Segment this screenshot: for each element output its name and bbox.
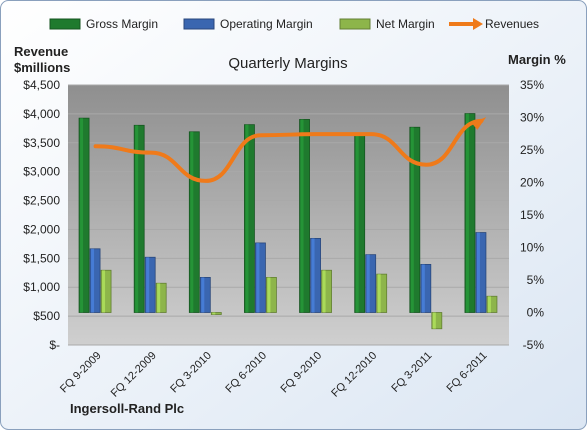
bar-highlight — [465, 113, 469, 313]
bar-highlight — [91, 248, 95, 313]
legend-label: Gross Margin — [86, 17, 158, 31]
bar-highlight — [146, 257, 150, 313]
bar-gross-margin — [244, 124, 255, 313]
y-left-label-line2: $millions — [14, 60, 70, 75]
legend-swatch-net-margin — [339, 18, 371, 30]
bar-highlight — [377, 274, 381, 313]
right-tick-label: 5% — [527, 273, 545, 287]
bar-net-margin — [100, 269, 112, 313]
bar-highlight — [80, 118, 84, 313]
left-tick-label: $1,500 — [23, 251, 60, 265]
left-axis-ticks: $- $500 $1,000 $1,500 $2,000 $2,500 $3,000 $3,5… — [23, 78, 60, 352]
left-tick-label: $2,500 — [23, 194, 60, 208]
bar-gross-margin — [188, 131, 200, 313]
left-tick-label: $- — [49, 338, 60, 352]
bar-series — [78, 113, 498, 330]
legend-label: Revenues — [485, 17, 539, 31]
left-tick-label: $1,000 — [23, 280, 60, 294]
legend-swatch-gross-margin — [49, 18, 81, 30]
bar-highlight — [311, 238, 315, 313]
bar-highlight — [322, 270, 326, 313]
right-tick-label: 0% — [527, 306, 545, 320]
revenue-line — [93, 118, 484, 183]
bar-gross-margin — [409, 126, 421, 313]
bar-highlight — [190, 131, 194, 313]
bar-operating-margin — [420, 263, 432, 313]
bar-net-margin — [155, 282, 167, 313]
bar-net-margin — [266, 276, 277, 313]
bar-net-margin — [431, 312, 443, 330]
bar-net-margin — [376, 273, 388, 313]
bar-highlight — [267, 277, 271, 313]
legend: Gross Margin Operating Margin Net Margin Re… — [49, 17, 539, 31]
bar-highlight — [410, 127, 414, 313]
revenue-line-arrowhead — [471, 117, 487, 130]
bar-highlight — [102, 270, 106, 313]
legend-swatch-revenues-arrow — [473, 18, 483, 30]
right-tick-label: 20% — [520, 176, 544, 190]
left-tick-label: $2,000 — [23, 222, 60, 236]
revenue-line-series — [93, 117, 487, 183]
right-tick-label: -5% — [523, 338, 545, 352]
bar-operating-margin — [310, 237, 321, 313]
chart-title: Quarterly Margins — [228, 55, 347, 72]
bar-operating-margin — [255, 242, 266, 313]
left-tick-label: $500 — [33, 309, 60, 323]
bar-highlight — [432, 312, 436, 329]
legend-label: Operating Margin — [220, 17, 313, 31]
bar-highlight — [366, 254, 370, 313]
legend-swatch-operating-margin — [183, 18, 215, 30]
y-left-label-line1: Revenue — [14, 44, 68, 59]
bar-gross-margin — [133, 124, 145, 313]
right-tick-label: 10% — [520, 241, 544, 255]
right-axis-ticks: -5% 0% 5% 10% 15% 20% 25% 30% 35% — [520, 78, 544, 352]
bar-highlight — [157, 283, 161, 313]
bar-highlight — [476, 232, 480, 313]
bar-gross-margin — [299, 119, 310, 313]
left-tick-label: $3,000 — [23, 165, 60, 179]
right-tick-label: 25% — [520, 143, 544, 157]
left-tick-label: $3,500 — [23, 136, 60, 150]
right-tick-label: 35% — [520, 78, 544, 92]
right-tick-label: 30% — [520, 111, 544, 125]
bar-highlight — [421, 264, 425, 313]
bar-highlight — [212, 312, 216, 315]
bar-net-margin — [210, 312, 222, 315]
legend-label: Net Margin — [376, 17, 435, 31]
bar-operating-margin — [475, 232, 487, 313]
bar-gross-margin — [464, 113, 476, 313]
y-right-label: Margin % — [508, 52, 566, 67]
bar-highlight — [135, 125, 139, 313]
bar-net-margin — [486, 295, 498, 313]
bar-highlight — [487, 296, 491, 313]
left-tick-label: $4,500 — [23, 78, 60, 92]
bar-operating-margin — [89, 248, 101, 313]
bar-highlight — [300, 119, 304, 313]
left-tick-label: $4,000 — [23, 107, 60, 121]
bar-highlight — [245, 124, 249, 313]
company-label: Ingersoll-Rand Plc — [70, 401, 184, 416]
bar-highlight — [355, 133, 359, 313]
bar-net-margin — [321, 269, 332, 313]
bar-highlight — [201, 277, 205, 313]
bar-highlight — [256, 242, 260, 313]
bar-gross-margin — [78, 117, 90, 313]
right-tick-label: 15% — [520, 208, 544, 222]
bar-operating-margin — [199, 276, 211, 313]
bar-operating-margin — [365, 254, 377, 313]
bar-operating-margin — [144, 256, 156, 313]
